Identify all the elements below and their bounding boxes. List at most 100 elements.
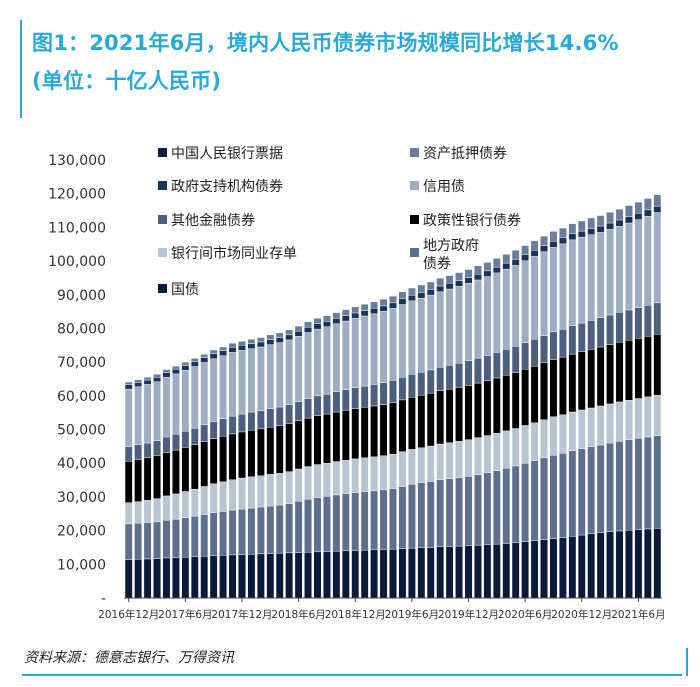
bar-segment: [606, 442, 614, 532]
bar-segment: [304, 499, 312, 553]
bar-segment: [521, 425, 530, 464]
bar-segment: [540, 419, 548, 459]
bar-segment: [313, 497, 322, 553]
bar-segment: [634, 307, 643, 339]
bar-segment: [266, 334, 275, 340]
bar-segment: [285, 404, 294, 425]
y-tick-label: 30,000: [57, 490, 106, 506]
bar-segment: [464, 283, 473, 361]
bar-segment: [200, 354, 209, 358]
bar-segment: [530, 240, 539, 251]
bar-segment: [596, 405, 605, 446]
x-tick-label: 2017年6月: [158, 608, 212, 620]
bar-segment: [408, 374, 416, 398]
bar-segment: [606, 344, 614, 405]
bar-segment: [398, 291, 407, 300]
bar-segment: [200, 486, 209, 515]
bar-segment: [474, 265, 482, 275]
bar-segment: [190, 427, 199, 445]
bar-segment: [530, 250, 539, 257]
bar-segment: [436, 278, 445, 287]
bar-segment: [219, 346, 227, 351]
bar-segment: [625, 340, 633, 401]
bar-segment: [238, 477, 246, 510]
bar-segment: [398, 548, 407, 599]
bar-segment: [483, 380, 492, 436]
bar-segment: [549, 247, 558, 333]
bar-segment: [143, 558, 152, 599]
bar-segment: [643, 336, 652, 398]
bar-segment: [568, 353, 577, 413]
bar-segment: [559, 243, 567, 330]
bar-segment: [351, 408, 360, 460]
bar-segment: [625, 530, 633, 599]
bar-segment: [540, 539, 548, 599]
bar-segment: [172, 557, 180, 599]
bar-segment: [379, 298, 388, 307]
bar-segment: [577, 448, 586, 536]
bar-segment: [124, 384, 133, 390]
bar-segment: [153, 455, 161, 499]
bar-segment: [124, 388, 133, 447]
bar-segment: [238, 508, 246, 555]
bar-segment: [389, 488, 397, 550]
bar-segment: [143, 377, 152, 381]
bar-segment: [219, 355, 227, 419]
bar-segment: [379, 455, 388, 491]
bar-segment: [124, 461, 133, 503]
bar-segment: [143, 384, 152, 444]
bar-segment: [275, 504, 284, 554]
bar-segment: [474, 382, 482, 438]
bar-segment: [615, 342, 624, 403]
bar-segment: [625, 400, 633, 440]
bar-segment: [134, 501, 143, 524]
bar-segment: [162, 519, 171, 559]
bar-segment: [464, 385, 473, 440]
bar-segment: [530, 339, 539, 367]
bar-segment: [568, 233, 577, 241]
bar-segment: [238, 345, 246, 351]
bar-segment: [190, 444, 199, 490]
bar-segment: [521, 541, 530, 599]
bar-segment: [181, 431, 190, 448]
bar-segment: [247, 554, 256, 599]
bar-segment: [256, 337, 265, 343]
legend-label: 信用债: [423, 179, 465, 195]
bar-segment: [455, 362, 463, 388]
bar-segment: [596, 215, 605, 227]
bar-segment: [124, 502, 133, 525]
bar-segment: [190, 515, 199, 557]
bar-segment: [559, 452, 567, 538]
bar-segment: [436, 390, 445, 445]
bar-segment: [190, 358, 199, 363]
bar-segment: [238, 554, 246, 599]
bar-segment: [502, 349, 511, 376]
bar-segment: [162, 495, 171, 521]
bar-segment: [483, 262, 492, 272]
bar-segment: [615, 208, 624, 221]
x-tick-label: 2021年6月: [611, 608, 665, 620]
legend-label: 其他金融债券: [171, 213, 255, 229]
bar-segment: [417, 284, 426, 293]
bar-segment: [332, 550, 341, 599]
x-axis: 2016年12月2017年6月2017年12月2018年6月2018年12月20…: [98, 597, 666, 620]
bar-segment: [445, 288, 454, 366]
bar-segment: [285, 423, 294, 472]
bar-segment: [181, 491, 190, 519]
bar-segment: [436, 443, 445, 480]
bar-segment: [247, 348, 256, 413]
bar-segment: [577, 220, 586, 232]
bar-segment: [219, 418, 227, 437]
y-axis: - 10,000 20,000 30,000 40,000 50,000 60,000 70,…: [48, 153, 106, 607]
bar-segment: [615, 401, 624, 442]
bar-segment: [398, 377, 407, 401]
bar-segment: [351, 312, 360, 319]
bar-segment: [587, 349, 596, 409]
x-tick-label: 2018年6月: [271, 608, 325, 620]
bar-segment: [398, 486, 407, 550]
bar-segment: [502, 268, 511, 350]
bar-segment: [341, 410, 350, 461]
bar-segment: [323, 321, 331, 327]
bar-segment: [653, 194, 662, 207]
